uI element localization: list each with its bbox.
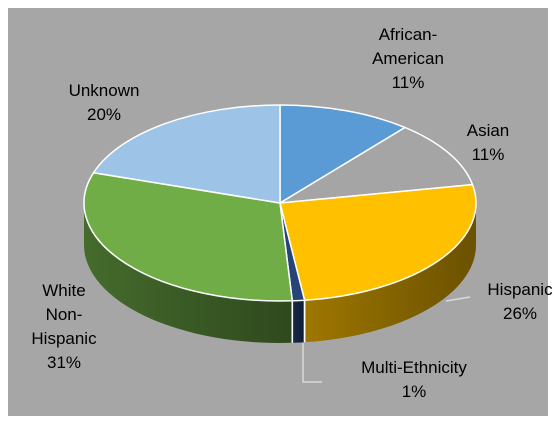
pie-sides [84, 203, 476, 343]
slice-category-label: Hispanic [487, 280, 553, 299]
hispanic-leader-line [445, 296, 471, 302]
slice-data-label: Unknown 20% [69, 81, 140, 124]
slice-category-label: Asian [467, 121, 510, 140]
pie-leaders [302, 296, 471, 383]
slice-percent-label: 20% [87, 105, 121, 124]
pie-tops [83, 104, 477, 302]
slice-percent-label: 26% [503, 304, 537, 323]
pie-side-slice [304, 203, 476, 343]
multi-ethnicity-leader-line [302, 343, 322, 383]
slice-percent-label: 31% [47, 353, 81, 372]
pie-slice [92, 104, 281, 204]
slice-data-label: African- American 11% [372, 25, 444, 92]
slice-category-label: African- [379, 25, 438, 44]
pie-slice [279, 104, 406, 204]
pie-slice [279, 183, 477, 301]
slice-category-label: Unknown [69, 81, 140, 100]
slice-category-label: Hispanic [31, 329, 97, 348]
slice-data-label: Asian 11% [467, 121, 510, 164]
slice-percent-label: 11% [392, 73, 425, 92]
slice-category-label: White [42, 281, 85, 300]
pie-slice [279, 126, 474, 204]
slice-data-label: Multi-Ethnicity 1% [361, 358, 467, 401]
slice-data-label: White Non- Hispanic 31% [31, 281, 97, 372]
slice-percent-label: 1% [402, 382, 427, 401]
slice-category-label: Non- [46, 305, 83, 324]
pie-slice [83, 171, 294, 302]
slice-data-label: Hispanic 26% [487, 280, 553, 323]
pie-labels: African- American 11% Asian 11% Hispanic 26% Mu… [31, 25, 553, 401]
pie-side-slice [84, 203, 293, 343]
slice-category-label: Multi-Ethnicity [361, 358, 467, 377]
slice-percent-label: 11% [472, 145, 505, 164]
slice-category-label: American [372, 49, 444, 68]
pie-side-slice [292, 300, 305, 343]
